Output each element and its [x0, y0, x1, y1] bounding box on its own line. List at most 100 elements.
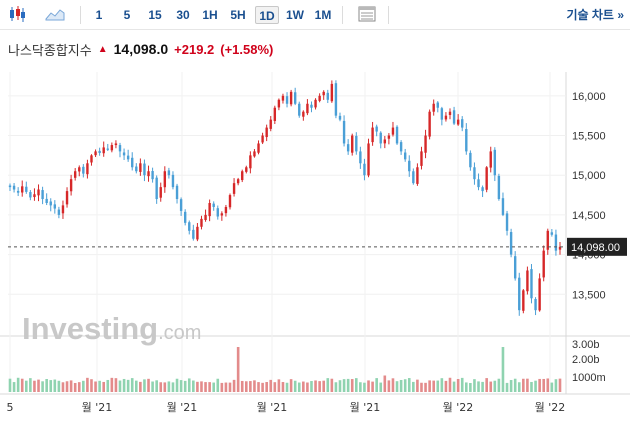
technical-chart-link[interactable]: 기술 차트 » [566, 6, 624, 23]
volume-bar [469, 382, 472, 392]
volume-bar [232, 379, 236, 392]
interval-1h-button[interactable]: 1H [202, 8, 218, 22]
volume-bar [253, 380, 256, 392]
volume-bar [493, 380, 497, 392]
volume-bar [102, 381, 106, 392]
volume-bar [33, 380, 36, 392]
index-change-percent: (+1.58%) [220, 41, 274, 57]
area-chart-type-icon[interactable] [44, 4, 66, 24]
interval-1-button[interactable]: 1 [95, 8, 103, 22]
volume-bar [485, 378, 488, 392]
candle-body [461, 119, 464, 128]
interval-30-button[interactable]: 30 [176, 8, 190, 22]
volume-bar [375, 378, 378, 392]
volume-bar [110, 377, 114, 392]
watermark-brand: Investing [22, 311, 158, 346]
candle-body [306, 103, 309, 114]
volume-bar [236, 347, 240, 392]
volume-bar [216, 378, 220, 392]
index-change: +219.2 [174, 41, 215, 57]
volume-bar [94, 381, 97, 392]
candle-body [135, 166, 138, 172]
candle-body [118, 145, 122, 152]
candle-body [346, 144, 350, 152]
volume-bar [224, 382, 228, 392]
candle-body [188, 222, 191, 231]
volume-bar [257, 382, 260, 392]
candle-body [102, 147, 105, 154]
interval-1m-button[interactable]: 1M [314, 8, 332, 22]
candle-body [45, 198, 48, 203]
candle-body [163, 171, 167, 188]
candle-body [509, 232, 513, 255]
candle-body [12, 185, 16, 190]
volume-bar [460, 377, 464, 392]
candle-body [249, 155, 252, 169]
volume-bar [306, 382, 309, 392]
volume-bar [151, 381, 154, 392]
volume-bar [554, 379, 558, 392]
volume-bar [534, 380, 537, 392]
volume-bar [440, 378, 444, 392]
candle-body [485, 167, 488, 190]
candle-body [355, 135, 358, 152]
candle-body [171, 174, 175, 188]
volume-bar [277, 379, 281, 392]
volume-bar [167, 381, 171, 392]
interval-15-button[interactable]: 15 [148, 8, 162, 22]
candlestick-type-icon[interactable] [6, 4, 28, 24]
volume-bar [57, 380, 61, 392]
candle-body [285, 96, 289, 104]
interval-1d-button[interactable]: 1D [255, 6, 279, 24]
volume-bar [196, 381, 199, 392]
candle-body [25, 186, 28, 192]
candle-body [151, 171, 154, 180]
volume-bar [73, 382, 77, 392]
volume-bar [41, 381, 44, 392]
x-tick-label: 월 '21 [257, 401, 288, 414]
volume-bar [114, 378, 118, 392]
candle-body [277, 99, 281, 108]
x-tick-label: 월 '22 [443, 401, 474, 414]
volume-bar [350, 379, 354, 392]
volume-bar [82, 380, 85, 392]
candle-body [412, 171, 415, 184]
candle-body [444, 115, 448, 120]
volume-bar [20, 378, 24, 392]
table-view-icon[interactable] [356, 4, 378, 24]
candle-body [310, 104, 313, 108]
candle-body [383, 139, 387, 144]
volume-bar [517, 382, 521, 392]
candle-body [420, 151, 423, 166]
volume-bar [281, 382, 285, 392]
volume-bar [489, 381, 493, 392]
volume-bar [118, 380, 122, 392]
volume-bar [187, 378, 191, 392]
candle-body [526, 270, 529, 292]
interval-1w-button[interactable]: 1W [286, 8, 304, 22]
candle-body [110, 145, 114, 151]
interval-5h-button[interactable]: 5H [230, 8, 246, 22]
candle-body [126, 155, 130, 160]
volume-bar [481, 381, 484, 392]
candle-body [298, 103, 301, 116]
volume-bar [505, 382, 509, 392]
candle-body [448, 111, 452, 115]
candle-body [436, 102, 439, 108]
price-tick-label: 13,500 [572, 289, 606, 301]
volume-bar [509, 380, 513, 392]
candle-body [428, 111, 431, 137]
volume-bar [29, 378, 32, 392]
volume-bar [163, 382, 167, 392]
candle-body [534, 299, 537, 311]
volume-bar [228, 382, 232, 392]
interval-5-button[interactable]: 5 [123, 8, 131, 22]
volume-bar [558, 378, 562, 392]
chart-toolbar: 1 5 15 30 1H 5H 1D 1W 1M 기술 차트 » [0, 0, 630, 30]
candle-body [49, 201, 52, 206]
candle-body [338, 115, 342, 120]
candle-body [513, 256, 517, 279]
candle-body [416, 167, 419, 184]
candle-body [518, 277, 521, 311]
